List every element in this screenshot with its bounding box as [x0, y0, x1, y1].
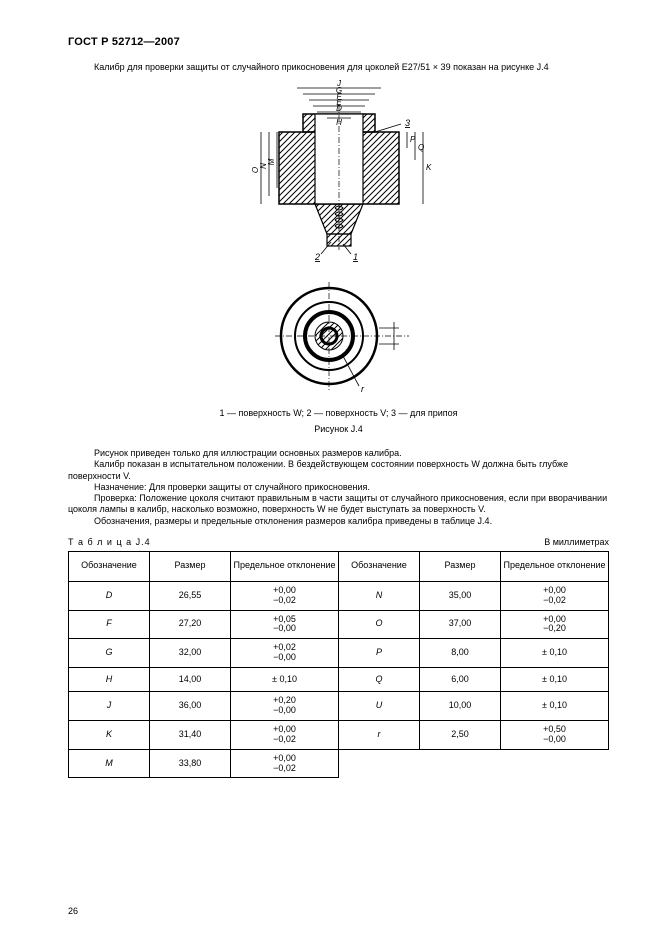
dimensions-table: Обозначение Размер Предельное отклонение…	[68, 551, 609, 779]
table-cell: M	[69, 749, 150, 778]
table-cell: +0,00−0,02	[231, 749, 339, 778]
table-cell: ± 0,10	[231, 668, 339, 692]
table-cell: +0,00−0,02	[231, 720, 339, 749]
table-cell: +0,00−0,20	[501, 610, 609, 639]
col-header: Обозначение	[69, 551, 150, 581]
table-cell	[501, 749, 609, 778]
callout-3: 3	[405, 118, 410, 128]
table-cell: F	[69, 610, 150, 639]
dim-r: r	[361, 384, 365, 394]
table-row: H14,00± 0,10Q6,00± 0,10	[69, 668, 609, 692]
callout-2: 2	[314, 252, 320, 262]
table-header-row: Т а б л и ц а J.4 В миллиметрах	[68, 537, 609, 547]
paragraph: Проверка: Положение цоколя считают прави…	[68, 493, 609, 516]
table-row: K31,40+0,00−0,02r2,50+0,50−0,00	[69, 720, 609, 749]
dim-label: P	[410, 135, 416, 144]
table-cell: 14,00	[150, 668, 231, 692]
table-cell: +0,00−0,02	[231, 581, 339, 610]
table-cell: G	[69, 639, 150, 668]
dim-label: K	[426, 163, 432, 172]
table-cell: 32,00	[150, 639, 231, 668]
col-header: Предельное отклонение	[231, 551, 339, 581]
table-cell: +0,50−0,00	[501, 720, 609, 749]
table-cell: ± 0,10	[501, 668, 609, 692]
table-row: G32,00+0,02−0,00P8,00± 0,10	[69, 639, 609, 668]
table-cell: 8,00	[420, 639, 501, 668]
col-header: Обозначение	[339, 551, 420, 581]
table-cell: +0,05−0,00	[231, 610, 339, 639]
figure-caption: 1 — поверхность W; 2 — поверхность V; 3 …	[68, 408, 609, 418]
table-cell: +0,20−0,00	[231, 692, 339, 721]
paragraph: Рисунок приведен только для иллюстрации …	[68, 448, 609, 459]
table-cell: 33,80	[150, 749, 231, 778]
document-id: ГОСТ Р 52712—2007	[68, 36, 609, 48]
table-cell: 31,40	[150, 720, 231, 749]
paragraph: Назначение: Для проверки защиты от случа…	[68, 482, 609, 493]
table-cell: 37,00	[420, 610, 501, 639]
dim-label: H	[336, 118, 342, 127]
intro-text: Калибр для проверки защиты от случайного…	[68, 62, 609, 72]
col-header: Предельное отклонение	[501, 551, 609, 581]
table-cell: D	[69, 581, 150, 610]
dim-label: D	[336, 104, 342, 113]
callout-1: 1	[353, 252, 358, 262]
table-cell	[339, 749, 420, 778]
page-number: 26	[68, 906, 78, 916]
table-cell: O	[339, 610, 420, 639]
table-head-row: Обозначение Размер Предельное отклонение…	[69, 551, 609, 581]
table-cell: P	[339, 639, 420, 668]
table-cell: ± 0,10	[501, 639, 609, 668]
table-cell: H	[69, 668, 150, 692]
paragraph: Обозначения, размеры и предельные отклон…	[68, 516, 609, 527]
table-row: M33,80+0,00−0,02	[69, 749, 609, 778]
table-cell	[420, 749, 501, 778]
table-cell: 27,20	[150, 610, 231, 639]
table-cell: N	[339, 581, 420, 610]
table-cell: +0,02−0,00	[231, 639, 339, 668]
table-label: Т а б л и ц а J.4	[68, 537, 151, 547]
table-cell: U	[339, 692, 420, 721]
table-cell: 35,00	[420, 581, 501, 610]
table-cell: 10,00	[420, 692, 501, 721]
table-cell: ± 0,10	[501, 692, 609, 721]
figure-plan: r	[68, 274, 609, 404]
figure-section: J G F E D H O N M P Q K	[68, 74, 609, 274]
page: ГОСТ Р 52712—2007 Калибр для проверки за…	[0, 0, 661, 936]
table-cell: 6,00	[420, 668, 501, 692]
gauge-plan-drawing: r	[239, 274, 439, 404]
table-row: J36,00+0,20−0,00U10,00± 0,10	[69, 692, 609, 721]
table-cell: Q	[339, 668, 420, 692]
table-row: F27,20+0,05−0,00O37,00+0,00−0,20	[69, 610, 609, 639]
table-cell: 2,50	[420, 720, 501, 749]
dim-label: M	[267, 158, 276, 165]
figure-label: Рисунок J.4	[68, 424, 609, 434]
paragraph: Калибр показан в испытательном положении…	[68, 459, 609, 482]
table-cell: 26,55	[150, 581, 231, 610]
table-cell: 36,00	[150, 692, 231, 721]
table-units: В миллиметрах	[544, 537, 609, 547]
table-cell: J	[69, 692, 150, 721]
dim-label: Q	[418, 143, 424, 152]
gauge-section-drawing: J G F E D H O N M P Q K	[209, 74, 469, 274]
col-header: Размер	[150, 551, 231, 581]
table-cell: K	[69, 720, 150, 749]
table-body: D26,55+0,00−0,02N35,00+0,00−0,02F27,20+0…	[69, 581, 609, 778]
table-row: D26,55+0,00−0,02N35,00+0,00−0,02	[69, 581, 609, 610]
col-header: Размер	[420, 551, 501, 581]
table-cell: r	[339, 720, 420, 749]
table-cell: +0,00−0,02	[501, 581, 609, 610]
